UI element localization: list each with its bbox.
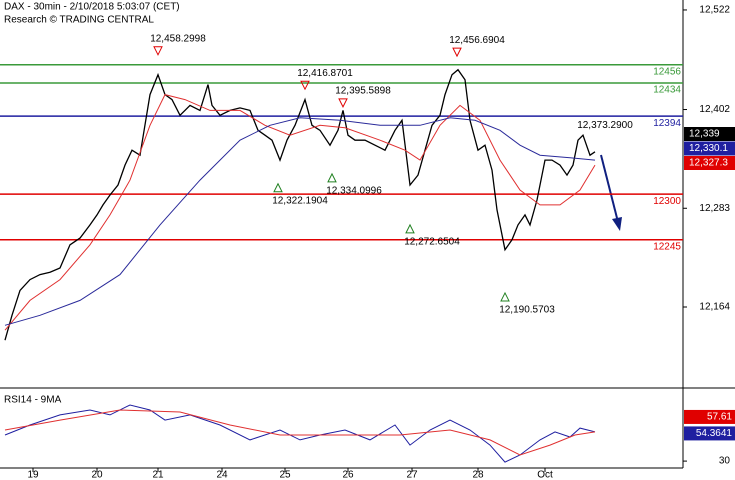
price-label: 12,330.1: [689, 143, 728, 154]
x-tick-label: 28: [472, 470, 484, 480]
series-line: [4, 68, 596, 341]
x-tick-label: 21: [152, 470, 164, 480]
high-label: 12,456.6904: [449, 35, 505, 46]
x-tick-label: 27: [406, 470, 418, 480]
last-label: 54.3641: [696, 428, 733, 439]
y-tick-label: 30: [719, 456, 731, 467]
low-marker: [327, 172, 337, 183]
x-tick-label: Oct: [537, 470, 553, 480]
price-label-box: [684, 156, 735, 170]
level-label: 12394: [653, 118, 681, 129]
last-label-box: [684, 426, 735, 441]
level-label: 12434: [653, 85, 681, 96]
low-label: 12,322.1904: [272, 195, 328, 206]
x-tick-label: 24: [216, 470, 228, 480]
y-tick-label: 12,522: [699, 5, 730, 16]
chart-subtitle: Research © TRADING CENTRAL: [4, 15, 154, 26]
rsi-title: RSI14 - 9MA: [4, 395, 62, 406]
y-tick-label: 12,164: [699, 302, 730, 313]
low-label: 12,272.6504: [404, 236, 460, 247]
price-label-box: [684, 127, 735, 141]
low-marker: [273, 182, 283, 193]
high-marker: [452, 47, 462, 58]
level-label: 12245: [653, 241, 681, 252]
low-marker: [500, 291, 510, 302]
last-label-box: [684, 409, 735, 424]
x-tick-label: 26: [342, 470, 354, 480]
high-label: 12,395.5898: [335, 85, 391, 96]
series-line: [4, 404, 596, 463]
high-label: 12,416.8701: [297, 68, 353, 79]
high-marker: [153, 46, 163, 56]
price-label-box: [684, 141, 735, 156]
x-tick-label: 25: [279, 470, 291, 480]
high-label: 12,458.2998: [150, 33, 206, 44]
y-tick-label: 12,283: [699, 203, 730, 214]
note-label: 12,373.2900: [577, 120, 633, 131]
last-label: 57.61: [707, 412, 732, 423]
series-line: [4, 409, 596, 456]
price-label: 12,339: [689, 129, 720, 140]
low-label: 12,334.0996: [326, 186, 382, 197]
low-label: 12,190.5703: [499, 305, 555, 316]
y-tick-label: 12,402: [699, 104, 730, 115]
series-line: [4, 117, 596, 326]
chart-title: DAX - 30min - 2/10/2018 5:03:07 (CET): [4, 2, 180, 13]
x-tick-label: 19: [27, 470, 39, 480]
level-label: 12300: [653, 196, 681, 207]
forecast-arrow: [600, 154, 622, 231]
series-line: [4, 94, 596, 331]
level-label: 12456: [653, 66, 681, 77]
high-marker: [338, 98, 348, 108]
high-marker: [300, 80, 310, 91]
low-marker: [405, 223, 415, 234]
price-label: 12,327.3: [689, 158, 728, 169]
x-tick-label: 20: [91, 470, 103, 480]
